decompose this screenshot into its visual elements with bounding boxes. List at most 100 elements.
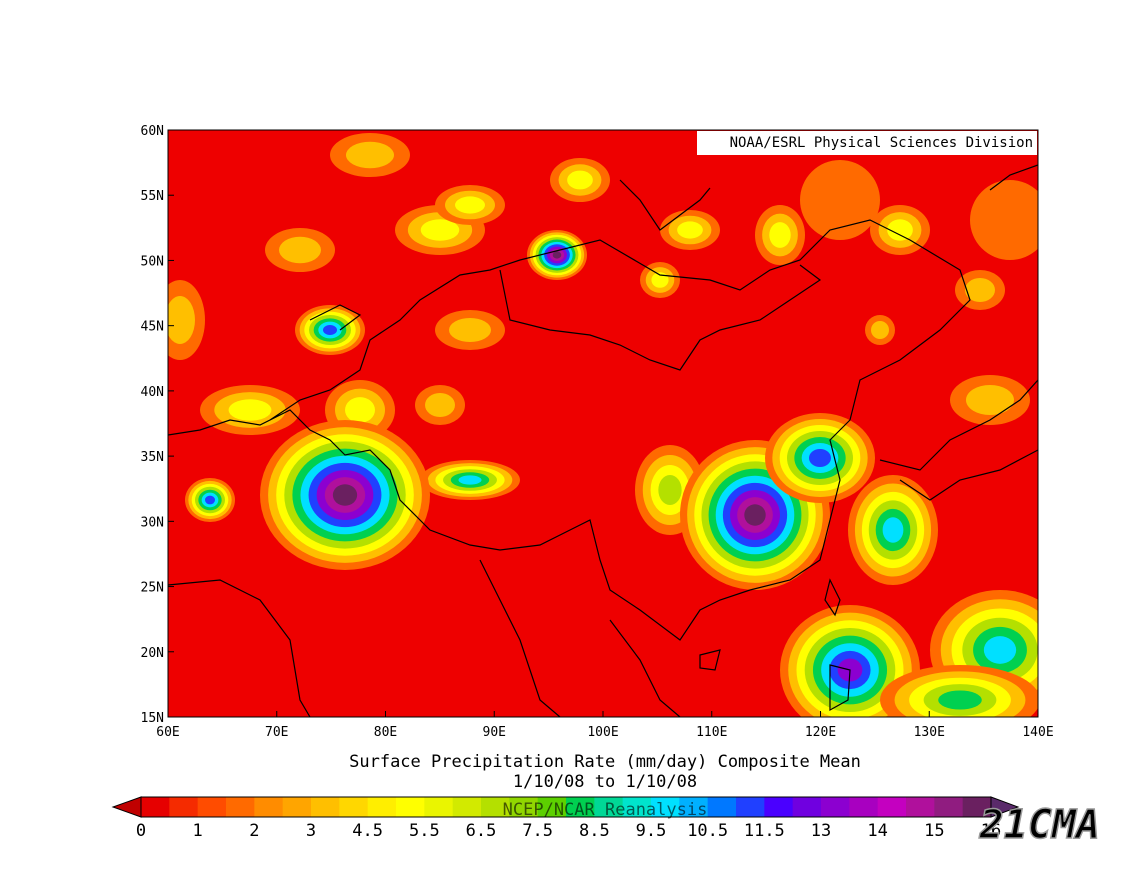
source: NCEP/NCAR Reanalysis (503, 800, 708, 820)
colorbar-swatch (452, 797, 482, 817)
precip-contour (965, 278, 995, 302)
x-tick-label: 80E (374, 725, 397, 740)
colorbar-label: 8.5 (579, 821, 610, 841)
colorbar: 0 1 2 3 4.5 5.5 6.5 7.5 8.5 9.5 10.5 11.5 13 14 15 16 (111, 796, 1020, 841)
colorbar-swatch (197, 797, 227, 817)
precip-contour (168, 296, 195, 344)
y-tick-label: 25N (141, 581, 164, 596)
colorbar-swatch (962, 797, 992, 817)
precip-contour (887, 219, 913, 241)
colorbar-swatch (594, 797, 624, 817)
colorbar-label: 14 (867, 821, 887, 841)
colorbar-swatch (764, 797, 794, 817)
colorbar-swatch (396, 797, 425, 817)
x-tick-label: 120E (805, 725, 836, 740)
colorbar-swatch (339, 797, 369, 817)
precip-contour (458, 475, 482, 485)
colorbar-label: 3 (306, 821, 316, 841)
colorbar-label: 1 (193, 821, 203, 841)
colorbar-label: 4.5 (352, 821, 383, 841)
colorbar-swatch (509, 797, 539, 817)
colorbar-swatch (424, 797, 454, 817)
colorbar-label: 16 (981, 821, 1001, 841)
precip-contour (323, 325, 337, 335)
precip-contour (345, 397, 375, 423)
precip-contour (938, 690, 982, 710)
watermark: 21CMA (979, 802, 1100, 848)
colorbar-swatch (566, 797, 595, 817)
colorbar-swatch (877, 797, 907, 817)
colorbar-label: 7.5 (522, 821, 553, 841)
subtitle: 1/10/08 to 1/10/08 (513, 772, 697, 792)
colorbar-swatch (169, 797, 199, 817)
colorbar-label: 15 (924, 821, 944, 841)
colorbar-swatch (934, 797, 964, 817)
colorbar-swatch (481, 797, 510, 817)
x-tick-label: 110E (696, 725, 727, 740)
colorbar-swatch (226, 797, 255, 817)
y-tick-label: 55N (141, 189, 164, 204)
precip-contour (449, 318, 491, 342)
coastlines (168, 164, 1038, 717)
colorbar-label: 13 (811, 821, 831, 841)
colorbar-label: 5.5 (409, 821, 440, 841)
colorbar-label: 6.5 (466, 821, 497, 841)
y-tick-label: 30N (141, 515, 164, 530)
x-tick-label: 90E (483, 725, 506, 740)
colorbar-swatch (622, 797, 652, 817)
precip-contour (346, 141, 394, 169)
colorbar-swatch (736, 797, 765, 817)
colorbar-swatch (254, 797, 284, 817)
y-tick-label: 60N (141, 124, 164, 139)
colorbar-swatch (282, 797, 312, 817)
colorbar-swatch (849, 797, 879, 817)
colorbar-label: 9.5 (636, 821, 667, 841)
precip-contour (677, 221, 703, 239)
precip-contour (871, 321, 889, 339)
precip-field (168, 133, 1038, 717)
x-tick-label: 70E (265, 725, 288, 740)
colorbar-label: 11.5 (744, 821, 785, 841)
colorbar-label: 2 (249, 821, 259, 841)
precip-contour (658, 475, 682, 505)
colorbar-swatch (537, 797, 567, 817)
precip-contour (420, 219, 460, 241)
precip-contour (809, 449, 831, 467)
precip-contour (744, 504, 766, 526)
colorbar-swatch (141, 797, 170, 817)
colorbar-label: 0 (136, 821, 146, 841)
colorbar-swatch (367, 797, 397, 817)
precip-contour (882, 517, 904, 543)
colorbar-label: 10.5 (687, 821, 728, 841)
precip-contour (455, 196, 485, 214)
credit: NOAA/ESRL Physical Sciences Division (730, 135, 1033, 151)
colorbar-swatch (651, 797, 680, 817)
colorbar-swatch (906, 797, 935, 817)
colorbar-swatch (821, 797, 850, 817)
precip-contour (567, 170, 593, 190)
credit-box (697, 131, 1037, 155)
precip-contour (769, 222, 791, 248)
x-tick-label: 130E (914, 725, 945, 740)
y-tick-label: 20N (141, 646, 164, 661)
precip-contour (800, 160, 880, 240)
y-tick-label: 50N (141, 254, 164, 269)
y-tick-label: 35N (141, 450, 164, 465)
title: Surface Precipitation Rate (mm/day) Comp… (349, 752, 861, 772)
precip-contour (983, 636, 1017, 664)
precip-contour (205, 495, 215, 505)
colorbar-swatch (311, 797, 340, 817)
y-tick-label: 15N (141, 711, 164, 726)
x-tick-label: 140E (1022, 725, 1053, 740)
colorbar-swatch (792, 797, 822, 817)
colorbar-swatch (707, 797, 737, 817)
precip-contour (552, 251, 562, 259)
precip-contour (332, 484, 358, 506)
colorbar-under (111, 796, 142, 818)
precip-contour (279, 236, 321, 264)
precip-contour (970, 180, 1038, 260)
y-tick-label: 40N (141, 385, 164, 400)
precip-contour (651, 272, 669, 288)
